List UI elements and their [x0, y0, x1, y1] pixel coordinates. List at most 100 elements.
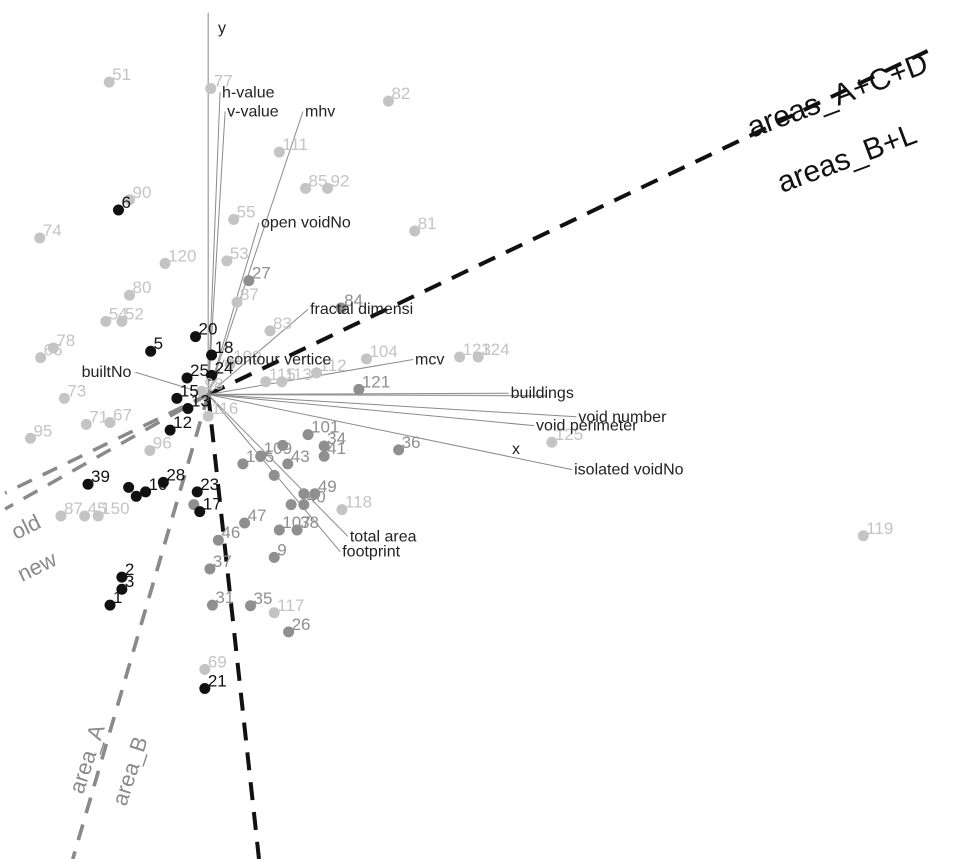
point-label-123: 123 [463, 340, 491, 359]
observation-points-layer [24, 76, 869, 694]
point-117 [268, 607, 280, 619]
point-label-66: 66 [44, 341, 63, 360]
point-82 [382, 95, 394, 107]
point-98 [195, 385, 207, 397]
division-line-areas-a-c-d [207, 49, 929, 397]
point-label-24: 24 [215, 358, 234, 377]
point-71 [80, 418, 92, 430]
areas-bl-label: areas_B+L [773, 118, 921, 200]
point-21 [199, 682, 211, 694]
point-label-120: 120 [168, 246, 196, 265]
point-54 [100, 315, 112, 327]
point-label-105: 105 [246, 447, 274, 466]
point-label-1: 1 [113, 588, 122, 607]
point-label-73: 73 [67, 381, 86, 400]
point-27 [243, 275, 255, 287]
loading-vector-mcv [208, 359, 414, 395]
point-label-109: 109 [264, 439, 292, 458]
point-121 [353, 383, 365, 395]
point-24 [206, 369, 218, 381]
division-line-area-b [71, 394, 210, 859]
loading-vector-h-value [207, 92, 221, 395]
point-35 [245, 600, 257, 612]
point-label-34: 34 [327, 429, 346, 448]
point-label-85: 85 [309, 171, 328, 190]
point-66 [35, 352, 47, 364]
point-84 [335, 302, 347, 314]
point-25 [181, 372, 193, 384]
point-label-2: 2 [125, 560, 134, 579]
division-line-old [4, 392, 209, 495]
loading-vector-void-number [208, 394, 577, 418]
point-label-100: 100 [233, 347, 261, 366]
point-12 [164, 424, 176, 436]
point-52 [116, 315, 128, 327]
point-label-81: 81 [418, 214, 437, 233]
point-67 [104, 417, 116, 429]
variable-label-buildings: buildings [511, 385, 574, 402]
point-51 [103, 76, 115, 88]
x-axis-label: x [512, 441, 520, 458]
point-label-26: 26 [292, 615, 311, 634]
point-label-116: 116 [211, 399, 238, 418]
point-label-15: 15 [180, 381, 199, 400]
point-13 [182, 403, 194, 415]
variable-label-void-number: void number [578, 409, 667, 426]
variable-label-void-perimeter: void perimeter [536, 418, 638, 435]
variable-labels-layer: h-value v-value mhv open voidNo fractal dime… [82, 84, 684, 560]
point-label-27: 27 [252, 264, 271, 283]
variable-label-total-area: total area [350, 528, 417, 545]
point-label-125: 125 [555, 425, 583, 444]
point-label-36: 36 [402, 433, 421, 452]
point-label-87: 87 [240, 285, 259, 304]
variable-label-builtno: builtNo [82, 364, 132, 381]
point-6 [112, 204, 124, 216]
division-lines-layer [4, 49, 929, 859]
variable-label-mhv: mhv [305, 103, 335, 120]
point-label-112: 112 [320, 356, 347, 375]
loading-vector-isolated-voidno [208, 394, 573, 471]
point-label-41: 41 [327, 439, 346, 458]
point-label-21: 21 [208, 671, 227, 690]
point-label-117: 117 [277, 596, 304, 615]
loading-vector-v-value [207, 111, 226, 395]
point-28 [157, 476, 169, 488]
point-label-3: 3 [125, 572, 134, 591]
point-label-6: 6 [121, 193, 130, 212]
point-label-124: 124 [481, 340, 509, 359]
point-47 [239, 517, 251, 529]
loading-vector-fractal-dimensi [207, 308, 309, 395]
point-label-40: 40 [307, 488, 326, 507]
point-label-13: 13 [191, 392, 210, 411]
point-43 [282, 458, 294, 470]
point-label-96: 96 [153, 433, 172, 452]
point-87 [231, 296, 243, 308]
point-label-23: 23 [200, 475, 219, 494]
variable-label-contour-vertice: contour vertice [226, 352, 331, 369]
point-101 [302, 429, 314, 441]
point-23 [191, 486, 203, 498]
point-label-84: 84 [344, 291, 363, 310]
loading-vectors-layer [135, 12, 577, 552]
point-label-90: 90 [132, 183, 151, 202]
point-92 [322, 182, 334, 194]
area-b-label: area_B [107, 733, 153, 808]
point-17 [194, 506, 206, 518]
point-112 [311, 367, 323, 379]
point-109 [255, 450, 267, 462]
point-label-80: 80 [132, 278, 151, 297]
point-29 [285, 499, 297, 511]
point-36 [393, 444, 405, 456]
point-label-83: 83 [273, 314, 292, 333]
division-line-areas-b-l [206, 394, 261, 859]
loading-vector-mhv [207, 111, 304, 395]
variable-label-footprint: footprint [342, 544, 400, 561]
point-34 [318, 440, 330, 452]
point-label-54: 54 [109, 304, 128, 323]
point-119 [857, 530, 869, 542]
point-120 [159, 257, 171, 269]
point-49 [309, 488, 321, 500]
new-label: new [13, 546, 60, 586]
point-11 [123, 481, 135, 493]
point-label-104: 104 [369, 342, 397, 361]
